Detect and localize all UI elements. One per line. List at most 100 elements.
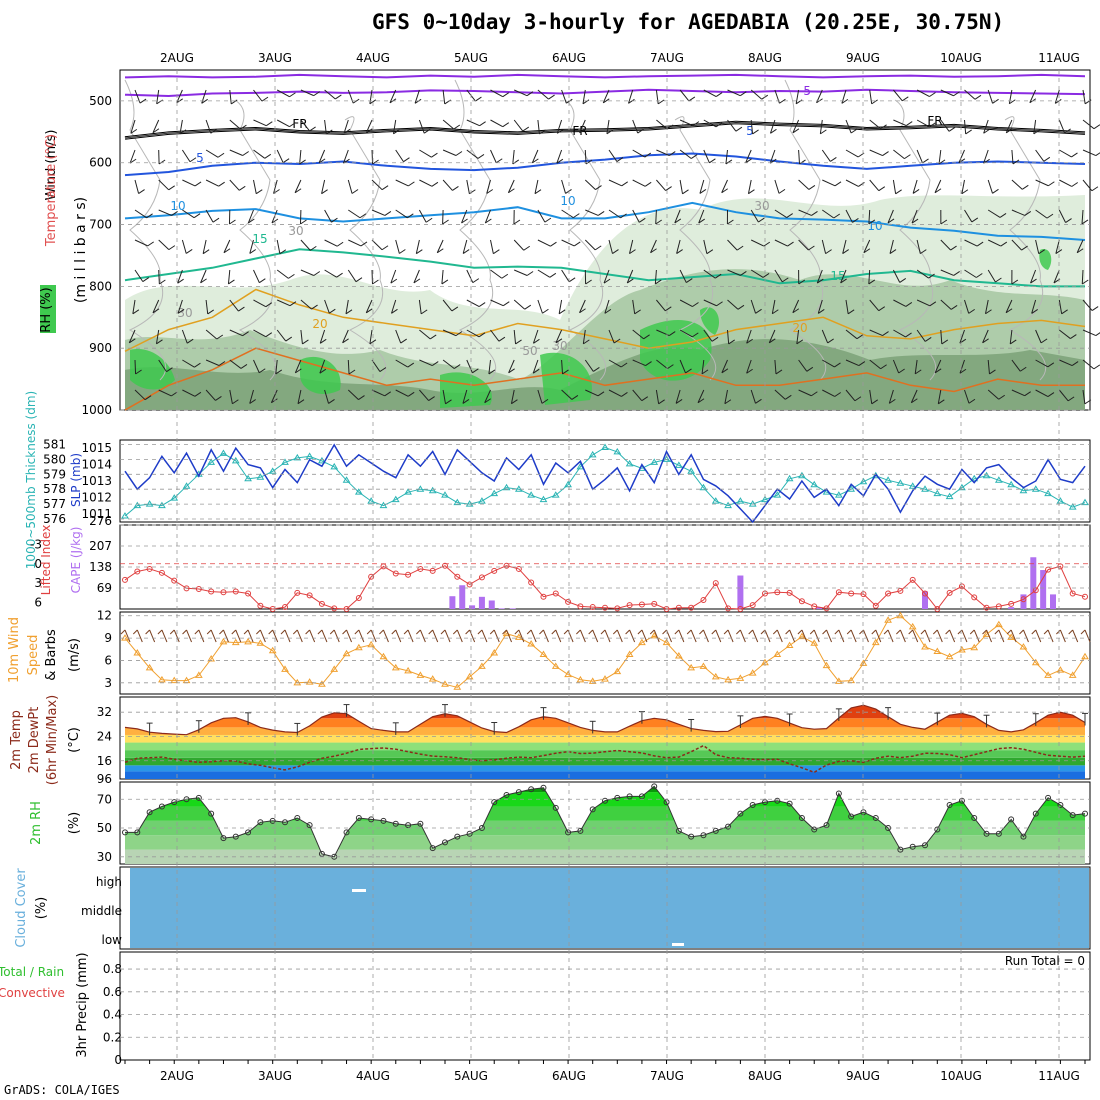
wind-barb	[229, 179, 240, 191]
slp-tick-label: 1014	[81, 458, 112, 472]
wind-barb	[916, 269, 929, 279]
wind-barb	[324, 89, 336, 100]
wind-barb-flag	[146, 213, 153, 219]
wind-barb-flag	[275, 369, 283, 375]
wind-barb	[534, 179, 539, 194]
wind-barb-flag	[455, 151, 463, 156]
upper-wind-barbs	[128, 89, 1100, 405]
wind10m-line-point	[687, 663, 696, 671]
wind-barb-flag	[469, 189, 476, 195]
wind-barb	[1058, 119, 1066, 134]
wind10m-barb-flag	[256, 629, 261, 635]
rh2m-line-point	[158, 803, 165, 810]
contour-label: 15	[252, 232, 267, 246]
wind-barb-flag	[413, 278, 421, 284]
wind-barb	[561, 239, 575, 247]
lifted-index-line-point	[934, 606, 941, 612]
wind10m-line-point	[933, 647, 942, 655]
wind10m-barb	[703, 629, 709, 643]
wind-barb	[703, 239, 708, 254]
wind-barb	[632, 149, 646, 158]
rh2m-line-point	[515, 789, 522, 796]
rh2m-line-point	[614, 794, 621, 801]
wind-barb-flag	[379, 367, 387, 372]
cape-bar	[459, 585, 466, 609]
wind-barb	[158, 209, 172, 216]
wind-barb-flag	[782, 277, 789, 283]
rh2m-line-point	[540, 784, 547, 791]
rh2m-line-point	[1069, 812, 1076, 819]
wind-barb	[868, 209, 871, 225]
rh-band	[125, 835, 1085, 850]
wind-barb	[863, 239, 871, 253]
wind-barb-flag	[940, 219, 948, 225]
wind-barb-flag	[142, 277, 150, 283]
rh-units-axis-label: (%)	[67, 812, 82, 835]
wind-barb	[158, 269, 160, 285]
date-label-bottom: 9AUG	[846, 1069, 880, 1083]
wind10m-barb	[764, 629, 771, 643]
rh2m-line-point	[257, 819, 264, 826]
wind10m-barb	[850, 629, 857, 643]
wind-barb	[1011, 359, 1021, 372]
wind10m-barb-flag	[846, 629, 852, 635]
wind-barb-flag	[658, 399, 665, 405]
wind10m-barb	[986, 629, 992, 643]
lifted-index-line-point	[651, 600, 658, 607]
wind-barb	[769, 149, 776, 164]
temp-contour-minus5	[124, 88, 1086, 98]
lifted-index-line-point	[429, 567, 436, 574]
rh2m-line-point	[491, 799, 498, 806]
lifted-index-line-point	[134, 568, 141, 575]
rh-contour-line	[124, 79, 167, 381]
wind10m-line-point	[121, 634, 129, 641]
wind-barb	[746, 359, 752, 374]
wind10m-barb-flag	[945, 629, 950, 635]
wind-barb-flag	[152, 128, 160, 134]
wind-barb-flag	[240, 124, 247, 130]
wind10m-barb-flag	[920, 629, 926, 635]
wind-barb	[223, 239, 231, 253]
wind-barb	[348, 209, 361, 219]
wind10m-barb	[739, 629, 746, 643]
wind10m-barb	[419, 629, 426, 643]
thickness-line-point	[453, 498, 462, 506]
lifted-index-line-point	[811, 603, 818, 610]
wind-barb	[229, 299, 239, 312]
wind-barb-flag	[493, 249, 500, 255]
wind-barb-flag	[612, 249, 619, 254]
wind-barb-flag	[905, 121, 913, 127]
wind-barb-flag	[282, 158, 290, 164]
wind-barb-flag	[242, 331, 249, 337]
thickness-tick-label: 578	[43, 482, 66, 496]
wind-barb-flag	[313, 91, 320, 97]
lifted-index-line-point	[405, 571, 412, 578]
wind10m-line-point	[1007, 633, 1016, 640]
wind-barb	[747, 179, 752, 194]
wind-barb	[419, 389, 429, 401]
wind-barb-flag	[1070, 334, 1077, 339]
wind10m-barb-flag	[662, 629, 667, 635]
wind-barb-flag	[579, 308, 586, 314]
wind-barb-flag	[650, 248, 657, 254]
wind-barb	[205, 119, 212, 134]
pressure-tick-label: 900	[89, 341, 112, 355]
wind-barb-flag	[858, 361, 866, 366]
wind-barb	[182, 359, 195, 368]
wind-barb	[297, 389, 302, 404]
rh2m-line-point	[146, 809, 153, 816]
wind-barb-flag	[299, 159, 306, 165]
wind10m-barb	[469, 629, 476, 643]
wind-barb-flag	[998, 394, 1005, 400]
wind-barb	[348, 239, 362, 247]
thickness-line-point	[761, 495, 769, 503]
rh-legend-bar	[40, 285, 56, 333]
wind-barb	[940, 299, 952, 310]
wind-barb-flag	[902, 96, 909, 102]
rh2m-line-point	[983, 830, 990, 837]
wind-barb-flag	[403, 157, 410, 163]
wind-barb	[395, 359, 409, 368]
wind-barb	[442, 179, 453, 191]
wind-barb-flag	[201, 98, 208, 104]
wind-barb	[679, 89, 690, 102]
